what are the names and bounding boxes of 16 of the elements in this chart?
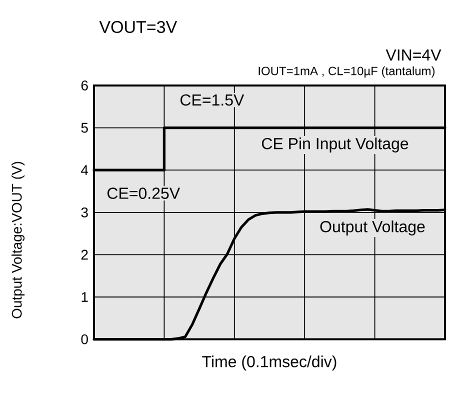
y-tick-label: 5: [81, 122, 88, 133]
y-axis-title: Output Voltage:VOUT (V): [11, 162, 25, 318]
chart-title: VOUT=3V: [99, 20, 178, 34]
annotation: CE=1.5V: [180, 94, 244, 106]
y-tick-label: 2: [81, 250, 88, 260]
text: IOUT=1mA , CL=10µF (tantalum): [258, 66, 435, 78]
series-label: CE Pin Input Voltage: [262, 138, 408, 152]
annotation: CE=0.25V: [107, 188, 180, 199]
y-tick-label: 1: [82, 292, 88, 302]
y-tick-label: 4: [81, 165, 88, 175]
y-tick-label: 3: [81, 207, 88, 218]
y-tick-label: 6: [81, 80, 88, 90]
text: VIN=4V: [386, 49, 442, 60]
series-label: Output Voltage: [320, 220, 425, 236]
y-tick-label: 0: [81, 334, 88, 344]
x-axis-title: Time (0.1msec/div): [202, 356, 336, 370]
